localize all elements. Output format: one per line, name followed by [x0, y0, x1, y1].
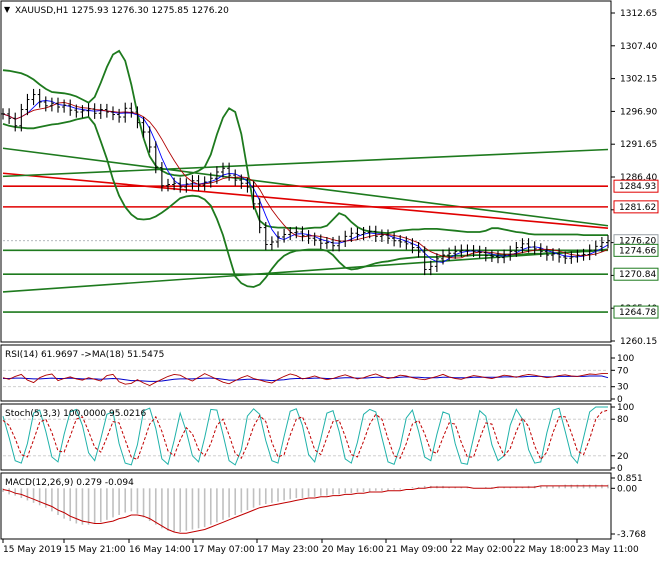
green-trend-line-lower [2, 248, 609, 293]
stochastic-panel: 100 80 20 0 [2, 403, 634, 474]
stoch-axis-label: 0 [617, 464, 623, 474]
time-axis-label: 15 May 21:00 [64, 545, 126, 555]
price-panel: 1312.65 1307.40 1302.15 1296.90 1291.65 1286.… [1, 9, 659, 347]
moving-average-slow [2, 102, 609, 259]
rsi-axis-label: 100 [617, 354, 634, 364]
price-axis-label: 1302.15 [620, 75, 657, 85]
macd-header: MACD(12,26,9) 0.279 -0.094 [5, 478, 134, 488]
time-axis-label: 17 May 23:00 [257, 545, 319, 555]
macd-axis-label: -3.768 [617, 530, 646, 540]
macd-panel-frame [0, 472, 612, 540]
red-trend-line [2, 172, 609, 230]
green-trend-line-upper [2, 148, 609, 178]
macd-axis-label: 0.00 [617, 484, 637, 494]
level-label-1264.78: 1264.78 [619, 308, 656, 318]
rsi-axis-label: 0 [617, 395, 623, 405]
level-label-1274.66: 1274.66 [619, 246, 656, 256]
price-axis-label: 1312.65 [620, 9, 657, 19]
rsi-axis-label: 70 [617, 366, 629, 376]
stoch-signal-line [2, 409, 609, 461]
level-label-box [613, 243, 659, 257]
level-label-1270.84: 1270.84 [619, 270, 656, 280]
green-channel-line [2, 147, 609, 227]
symbol-header: XAUUSD,H1 1275.93 1276.30 1275.85 1276.2… [15, 6, 229, 16]
stoch-main-line [2, 406, 608, 466]
stoch-panel-frame [0, 403, 612, 471]
rsi-panel: 100 70 30 0 [2, 354, 634, 405]
bollinger-lower-band [2, 116, 609, 288]
rsi-line [2, 373, 608, 386]
rsi-header: RSI(14) 61.9697 ->MA(18) 51.5475 [5, 350, 164, 360]
price-panel-frame [0, 0, 612, 343]
time-axis-label: 20 May 16:00 [322, 545, 384, 555]
time-axis-label: 21 May 09:00 [386, 545, 448, 555]
stoch-header: Stoch(5,3,3) 100.0000 95.0216 [5, 409, 146, 419]
time-axis-label: 16 May 14:00 [129, 545, 191, 555]
stoch-axis-label: 20 [617, 452, 629, 462]
level-label-1284.93: 1284.93 [619, 182, 656, 192]
level-label-box [613, 305, 659, 319]
macd-axis-label: 0.851 [617, 474, 643, 484]
level-label-box [613, 200, 659, 214]
time-axis-label: 23 May 11:00 [577, 545, 639, 555]
level-label-box [613, 267, 659, 281]
time-axis-label: 15 May 2019 [3, 545, 62, 555]
time-axis-label: 22 May 18:00 [514, 545, 576, 555]
price-axis-label: 1291.65 [620, 140, 657, 150]
time-axis-label: 17 May 07:00 [193, 545, 255, 555]
price-axis-label: 1296.90 [620, 107, 657, 117]
price-axis-label: 1286.40 [620, 173, 657, 183]
stoch-axis-label: 80 [617, 415, 629, 425]
time-axis-label: 22 May 02:00 [451, 545, 513, 555]
bollinger-upper-band [2, 49, 608, 237]
rsi-axis-label: 30 [617, 383, 629, 393]
symbol-header-arrow[interactable]: ▼ [4, 5, 11, 14]
price-axis-label: 1307.40 [620, 42, 657, 52]
level-label-1276.20: 1276.20 [619, 237, 656, 247]
price-axis-label: 1260.15 [620, 337, 657, 347]
rsi-panel-frame [0, 344, 612, 402]
level-label-box [613, 179, 659, 193]
time-axis: 15 May 2019 15 May 21:00 16 May 14:00 17 Ma… [2, 539, 639, 555]
macd-signal-line [2, 485, 608, 534]
stoch-axis-label: 100 [617, 403, 634, 413]
level-label-1281.62: 1281.62 [619, 203, 656, 213]
